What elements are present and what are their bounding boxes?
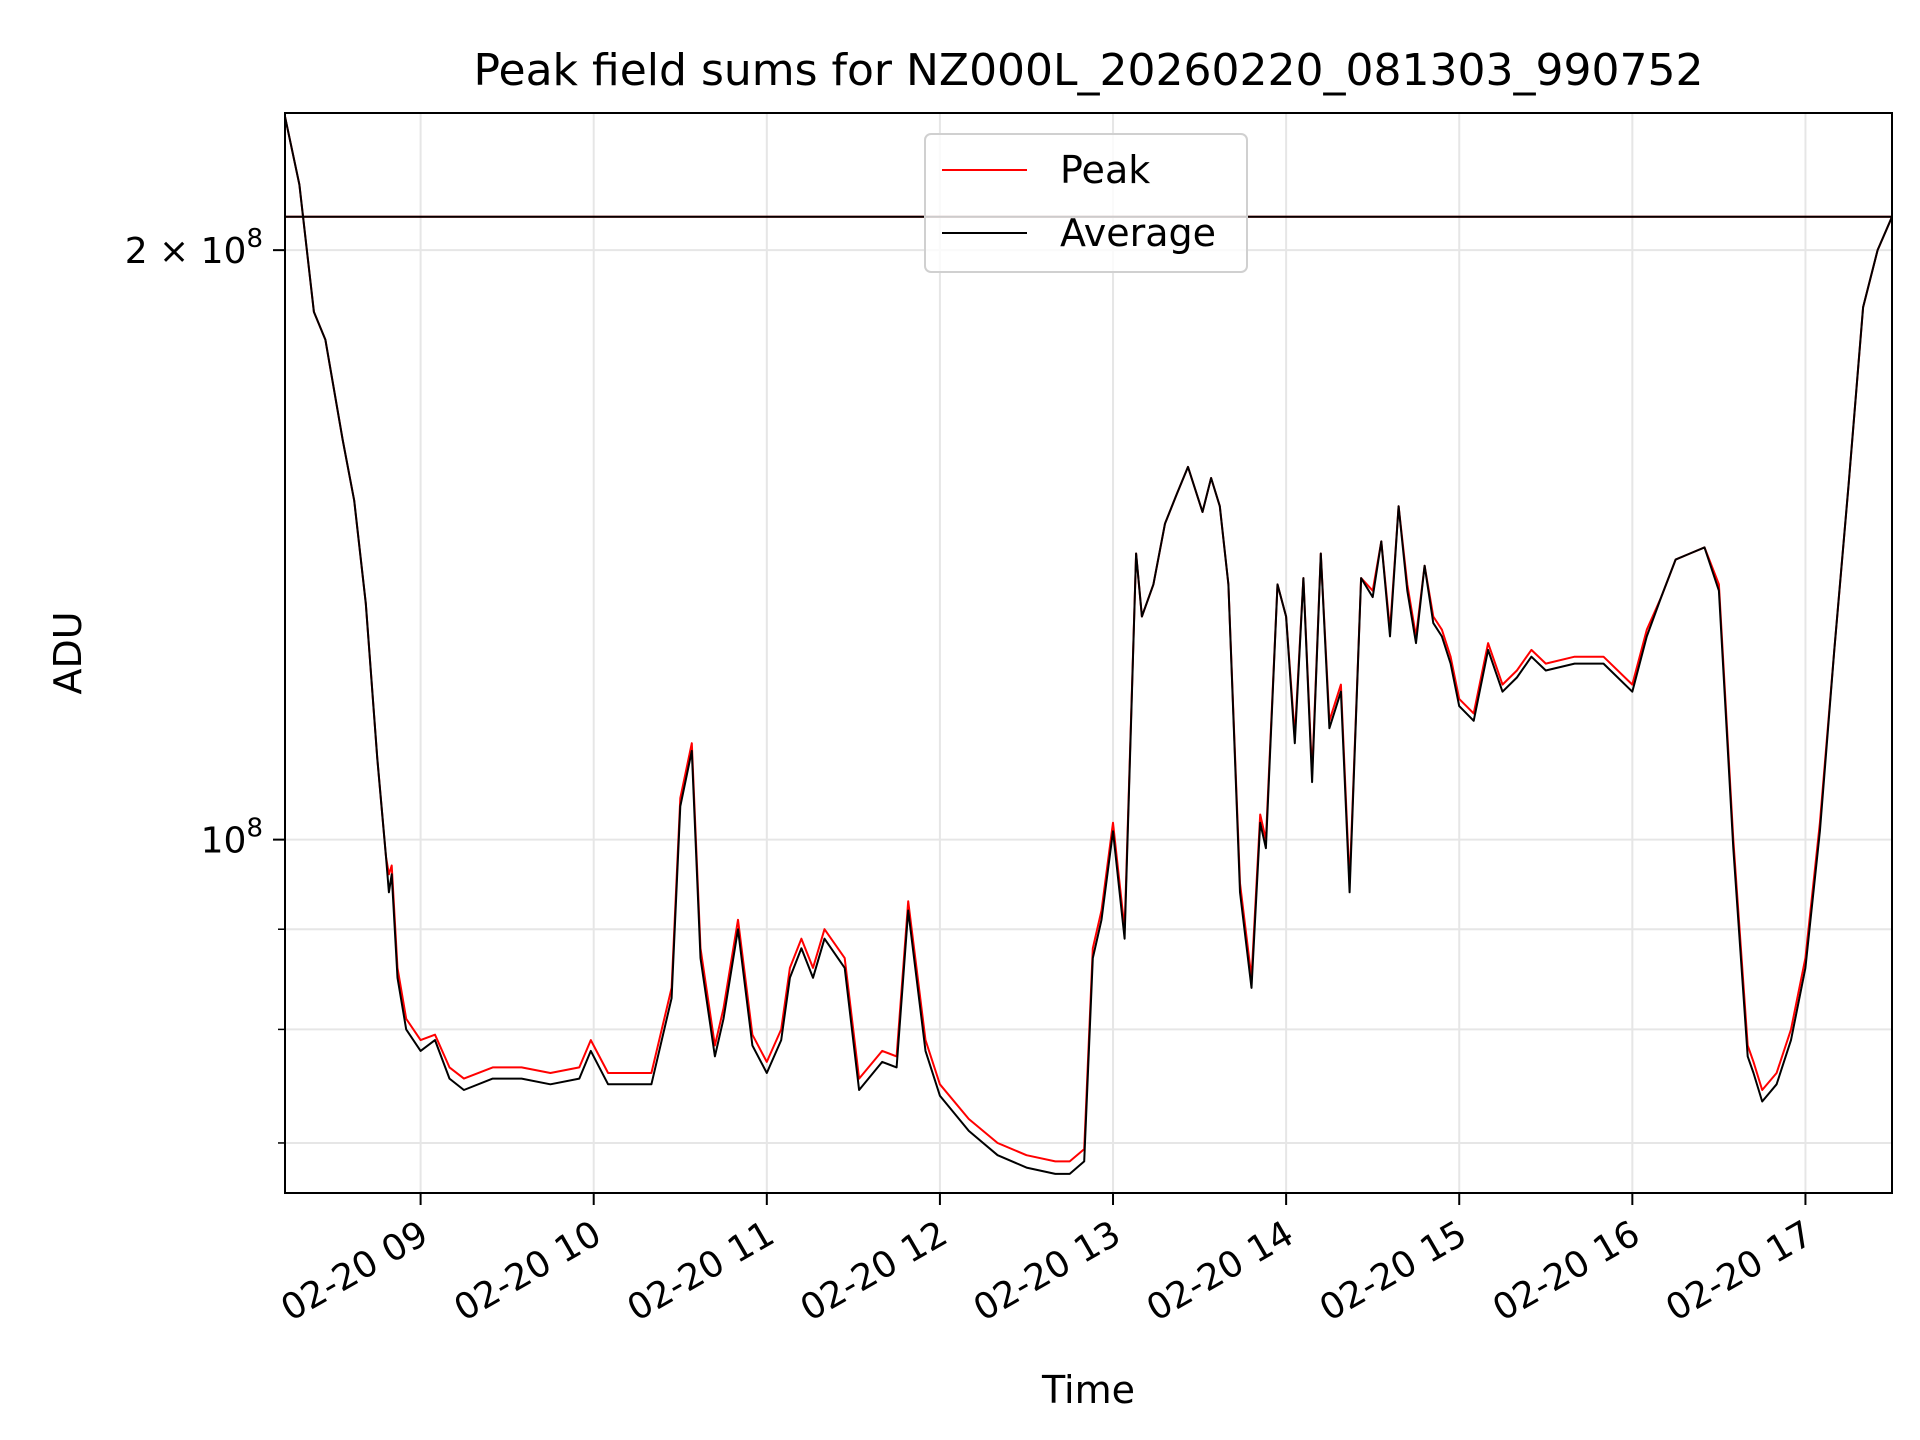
- y-axis-label: ADU: [46, 611, 90, 694]
- x-tick-label: 02-20 13: [967, 1213, 1128, 1329]
- x-tick-label: 02-20 17: [1659, 1213, 1820, 1329]
- chart-title: Peak field sums for NZ000L_20260220_0813…: [474, 45, 1704, 96]
- x-tick-label: 02-20 16: [1486, 1213, 1647, 1329]
- plot-frame: [284, 112, 1893, 1194]
- x-tick-label: 02-20 11: [621, 1213, 782, 1329]
- legend-label-average: Average: [1060, 211, 1216, 255]
- y-tick-label: 2 × 108: [125, 224, 263, 272]
- series-line-average: [0, 117, 1892, 1174]
- legend-box: [924, 133, 1248, 273]
- x-tick-label: 02-20 10: [448, 1213, 609, 1329]
- legend-label-peak: Peak: [1060, 148, 1150, 192]
- x-axis-label: Time: [1041, 1368, 1135, 1412]
- series-line-peak: [0, 117, 1892, 1162]
- x-tick-label: 02-20 15: [1313, 1213, 1474, 1329]
- x-tick-label: 02-20 12: [794, 1213, 955, 1329]
- y-axis-ticks: 108 2 × 108: [125, 224, 285, 1144]
- x-axis-ticks: 02-20 09 02-20 10 02-20 11 02-20 12 02-20 13…: [274, 1193, 1820, 1330]
- legend: Peak Average: [924, 133, 1248, 273]
- y-tick-label: 108: [201, 814, 263, 862]
- x-tick-label: 02-20 09: [274, 1213, 435, 1329]
- x-tick-label: 02-20 14: [1140, 1213, 1301, 1329]
- series-lines: [0, 117, 1892, 1174]
